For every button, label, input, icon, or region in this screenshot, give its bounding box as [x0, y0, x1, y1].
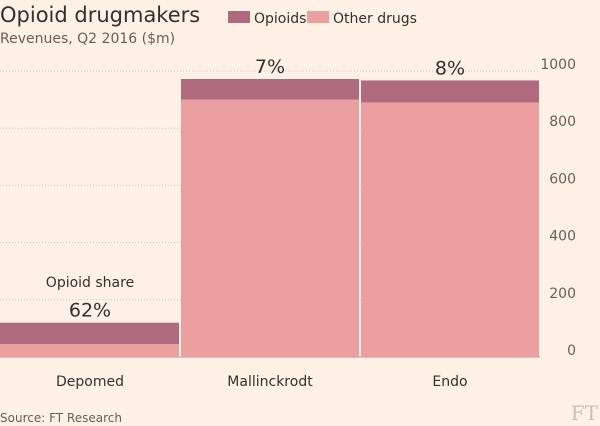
chart-title: Opioid drugmakers: [0, 3, 200, 27]
bar-depomed-opioids: [0, 322, 179, 345]
share-label-mallinckrodt: 7%: [255, 56, 285, 78]
opioid-share-annotation: Opioid share: [46, 275, 134, 291]
y-tick-label: 0: [567, 343, 576, 359]
category-label-mallinckrodt: Mallinckrodt: [227, 374, 313, 390]
source-note: Source: FT Research: [0, 411, 122, 425]
bar-mallinckrodt-opioids: [181, 79, 359, 100]
y-tick-label: 1000: [540, 57, 576, 73]
ft-logo: FT: [571, 401, 599, 425]
bar-depomed-other-drugs: [0, 344, 179, 357]
bar-labels: 62% Depomed 7% Mallinckrodt 8% Endo: [56, 56, 468, 390]
legend-swatch-other-drugs: [307, 11, 329, 23]
y-tick-label: 600: [549, 171, 576, 187]
category-label-depomed: Depomed: [56, 374, 124, 390]
y-axis: 0 200 400 600 800 1000: [540, 57, 576, 359]
share-label-endo: 8%: [435, 57, 465, 79]
legend-swatch-opioids: [228, 11, 250, 23]
y-tick-label: 200: [549, 286, 576, 302]
chart-subtitle: Revenues, Q2 2016 ($m): [0, 31, 175, 47]
legend-label-opioids: Opioids: [254, 11, 306, 27]
bar-mallinckrodt-other-drugs: [181, 99, 359, 357]
y-tick-label: 400: [549, 229, 576, 245]
legend-label-other-drugs: Other drugs: [333, 11, 417, 27]
bar-endo-opioids: [361, 80, 539, 103]
y-tick-label: 800: [549, 114, 576, 130]
legend: Opioids Other drugs: [228, 11, 417, 27]
bar-endo-other-drugs: [361, 102, 539, 358]
category-label-endo: Endo: [432, 374, 467, 390]
bars: [0, 79, 539, 358]
share-label-depomed: 62%: [69, 300, 111, 322]
